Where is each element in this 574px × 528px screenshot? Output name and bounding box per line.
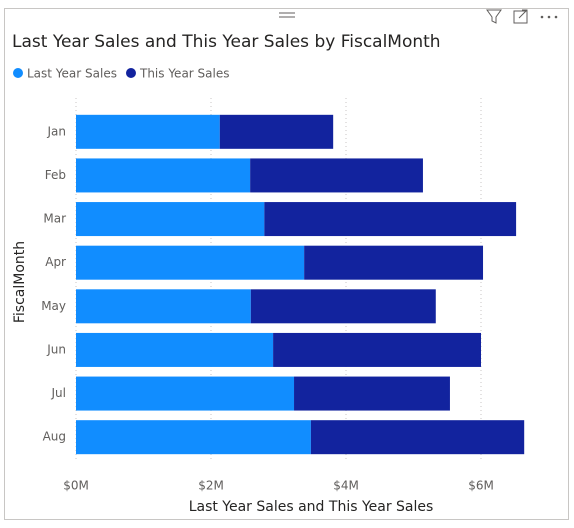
y-tick-label: Apr — [45, 255, 66, 269]
x-tick-label: $2M — [198, 479, 224, 493]
filter-icon[interactable] — [486, 9, 502, 24]
legend-label: Last Year Sales — [27, 67, 117, 81]
drag-handle[interactable] — [279, 12, 295, 18]
bar-segment — [76, 289, 251, 324]
bar-segment — [310, 420, 525, 455]
legend-marker — [13, 68, 23, 78]
y-tick-label: Jul — [51, 386, 66, 400]
bar-segment — [76, 332, 274, 367]
bar-segment — [76, 202, 265, 237]
bar-segment — [273, 332, 481, 367]
x-tick-label: $0M — [63, 479, 89, 493]
y-tick-label: May — [41, 299, 66, 313]
bar-segment — [304, 245, 484, 280]
y-tick-label: Jan — [47, 124, 67, 138]
bar-segment — [76, 158, 251, 193]
more-options-icon[interactable] — [540, 15, 558, 19]
x-tick-label: $6M — [468, 479, 494, 493]
legend-label: This Year Sales — [139, 67, 230, 81]
chart-title: Last Year Sales and This Year Sales by F… — [12, 32, 441, 52]
bar-segment — [250, 158, 423, 193]
y-tick-label: Jun — [46, 342, 66, 356]
y-tick-label: Feb — [45, 168, 66, 182]
legend-marker — [125, 68, 136, 78]
focus-mode-icon[interactable] — [513, 9, 528, 24]
bar-segment — [294, 376, 450, 411]
x-axis-title: Last Year Sales and This Year Sales — [189, 499, 434, 515]
y-tick-label: Mar — [43, 212, 66, 226]
bar-segment — [250, 289, 436, 324]
bar-segment — [76, 245, 305, 280]
bar-segment — [219, 114, 334, 149]
y-axis-title: FiscalMonth — [12, 241, 28, 323]
y-tick-label: Aug — [43, 430, 66, 444]
bar-segment — [264, 202, 517, 237]
x-tick-label: $4M — [333, 479, 359, 493]
bar-segment — [76, 420, 311, 455]
bar-segment — [76, 376, 295, 411]
bar-segment — [76, 114, 220, 149]
